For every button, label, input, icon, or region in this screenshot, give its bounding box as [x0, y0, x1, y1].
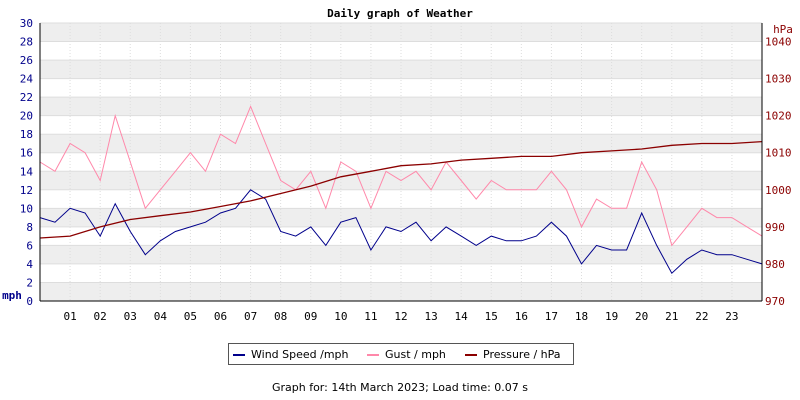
left-tick-label: 22 [20, 91, 33, 104]
x-axis-tick-labels: 01 02 03 04 05 06 07 08 09 10 11 12 13 14 15 16 17 18 19 20… [63, 310, 738, 323]
series-layer [39, 105, 763, 275]
left-tick-label: 0 [26, 295, 33, 308]
x-tick-label: 08 [274, 310, 287, 323]
left-tick-label: 30 [20, 17, 33, 30]
x-tick-label: 16 [515, 310, 528, 323]
left-tick-label: 2 [26, 276, 33, 289]
right-tick-label: 1020 [765, 110, 792, 123]
x-tick-label: 21 [665, 310, 678, 323]
legend-swatch-pressure [465, 354, 477, 356]
x-tick-label: 20 [635, 310, 648, 323]
legend-label-wind: Wind Speed /mph [251, 348, 349, 361]
grid-band [40, 97, 762, 116]
left-tick-label: 20 [20, 110, 33, 123]
right-tick-label: 970 [765, 295, 785, 308]
right-tick-label: 1010 [765, 147, 792, 160]
left-axis-unit-label: mph [2, 289, 22, 302]
left-tick-label: 4 [26, 258, 33, 271]
x-tick-label: 17 [545, 310, 558, 323]
right-axis-unit-label: hPa [773, 23, 793, 36]
x-tick-label: 01 [63, 310, 76, 323]
x-tick-label: 12 [394, 310, 407, 323]
legend-label-pressure: Pressure / hPa [483, 348, 561, 361]
grid-band [40, 282, 762, 301]
left-tick-label: 12 [20, 184, 33, 197]
x-tick-label: 14 [455, 310, 469, 323]
axes [39, 23, 763, 302]
left-tick-label: 18 [20, 128, 33, 141]
chart-title: Daily graph of Weather [327, 7, 473, 20]
left-tick-label: 10 [20, 202, 33, 215]
x-tick-label: 13 [424, 310, 437, 323]
x-tick-label: 19 [605, 310, 618, 323]
x-tick-label: 09 [304, 310, 317, 323]
right-tick-label: 980 [765, 258, 785, 271]
x-tick-label: 07 [244, 310, 257, 323]
right-tick-label: 1000 [765, 184, 792, 197]
x-tick-label: 05 [184, 310, 197, 323]
x-tick-label: 04 [154, 310, 168, 323]
x-tick-label: 23 [725, 310, 738, 323]
x-tick-label: 15 [485, 310, 498, 323]
vertical-gridlines [69, 23, 733, 301]
legend: Wind Speed /mph Gust / mph Pressure / hP… [228, 343, 574, 365]
grid-band [40, 60, 762, 79]
left-tick-label: 6 [26, 239, 33, 252]
x-tick-label: 11 [364, 310, 377, 323]
right-tick-label: 990 [765, 221, 785, 234]
legend-label-gust: Gust / mph [385, 348, 446, 361]
left-tick-label: 16 [20, 147, 33, 160]
left-tick-label: 28 [20, 36, 33, 49]
right-tick-label: 1030 [765, 73, 792, 86]
left-tick-label: 26 [20, 54, 33, 67]
series-line-gust-mph [39, 105, 763, 247]
left-tick-label: 14 [20, 165, 34, 178]
x-tick-label: 02 [94, 310, 107, 323]
right-tick-label: 1040 [765, 36, 792, 49]
x-tick-label: 10 [334, 310, 347, 323]
right-axis-tick-labels: 970 980 990 1000 1010 1020 1030 1040 [765, 36, 792, 308]
left-tick-label: 8 [26, 221, 33, 234]
series-line-pressure-hpa [39, 140, 763, 239]
x-tick-label: 18 [575, 310, 588, 323]
graph-caption: Graph for: 14th March 2023; Load time: 0… [271, 381, 529, 394]
x-tick-label: 22 [695, 310, 708, 323]
series-line-wind-speed-mph [39, 189, 763, 275]
legend-swatch-wind [233, 354, 245, 356]
legend-swatch-gust [367, 354, 379, 356]
x-tick-label: 03 [124, 310, 137, 323]
left-tick-label: 24 [20, 73, 34, 86]
x-tick-label: 06 [214, 310, 227, 323]
